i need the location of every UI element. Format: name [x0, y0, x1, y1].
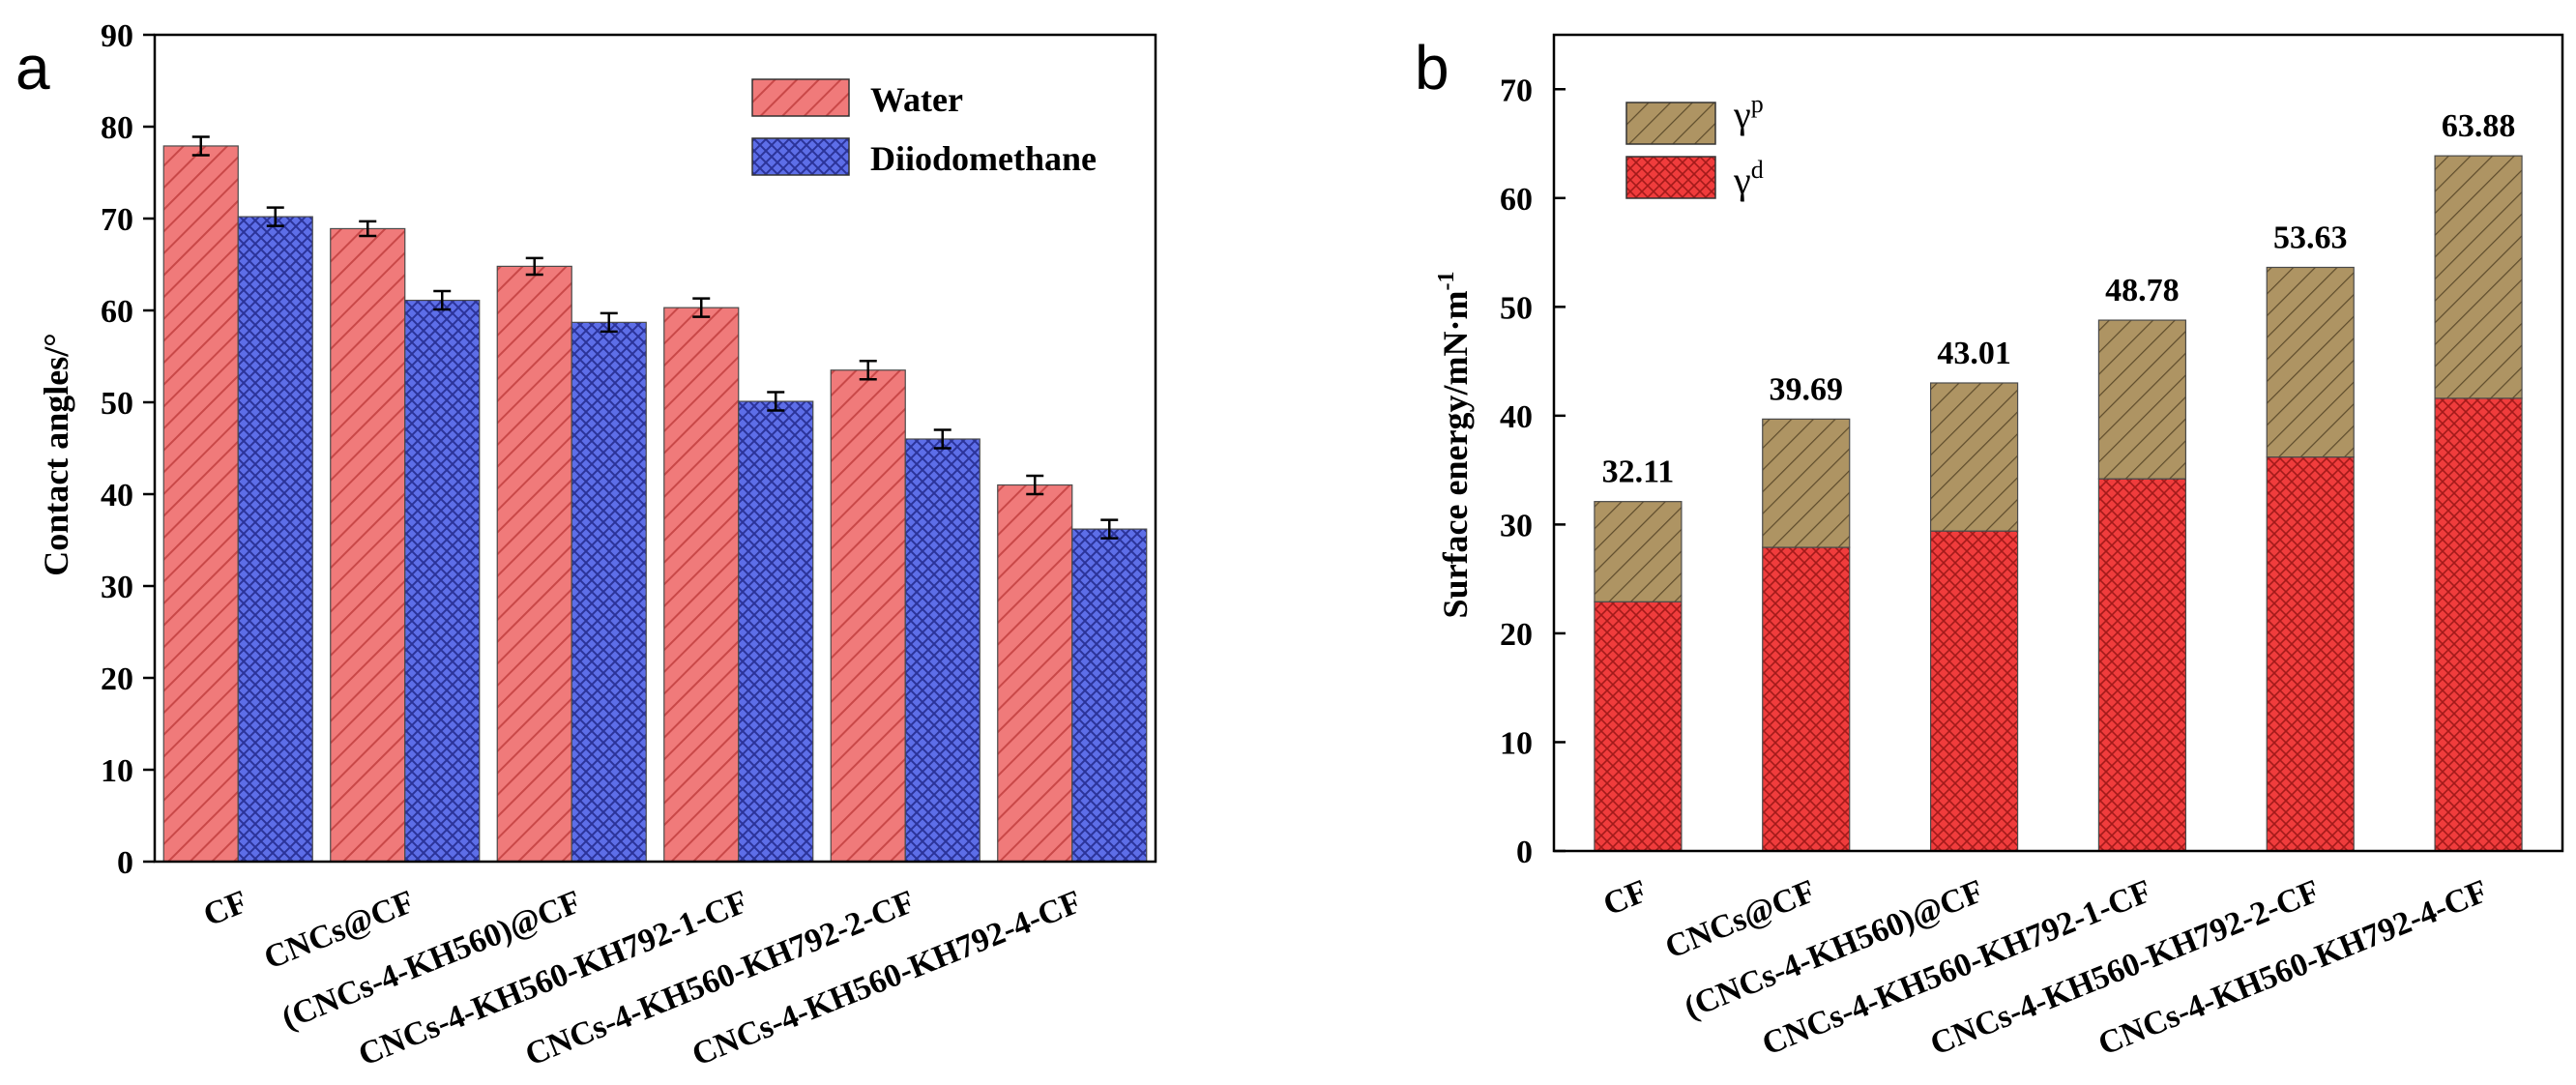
bar-gamma-d [2266, 456, 2355, 852]
y-tick-label: 50 [101, 386, 133, 422]
panel-b-legend: γp γd [1625, 90, 1764, 202]
y-tick-label: 70 [1500, 73, 1533, 108]
total-value-label: 63.88 [2442, 108, 2516, 144]
panel-a-y-axis-title: Contact angles/° [37, 333, 75, 575]
panel-b-bars: 32.11 39.69 43.01 48.78 53.63 63.88 [1594, 108, 2523, 852]
total-value-label: 48.78 [2105, 273, 2180, 308]
bar-diiodomethane [404, 299, 481, 863]
bar-water [830, 369, 906, 863]
legend-gamma-p-label: γp [1733, 90, 1764, 136]
panel-b-x-tick-labels: CF CNCs@CF(CNCs-4-KH560)@CFCNCs-4-KH560-K… [1598, 873, 2493, 1063]
panel-b-plot-frame [1552, 33, 2564, 853]
y-tick-label: 20 [101, 661, 133, 697]
bar-gamma-d [1594, 601, 1683, 852]
y-tick-label: 30 [1500, 508, 1533, 543]
bar-diiodomethane [237, 216, 313, 863]
panel-a-bars [162, 135, 1148, 863]
bar-gamma-d [2097, 478, 2187, 852]
bar-water [997, 484, 1073, 863]
y-tick-label: 10 [1500, 725, 1533, 761]
bar-gamma-p [1929, 382, 2019, 532]
bar-gamma-p [2266, 266, 2355, 458]
panel-a-x-tick-labels: CF CNCs@CF(CNCs-4-KH560)@CFCNCs-4-KH560-K… [198, 884, 1086, 1073]
legend-gamma-p-swatch [1625, 102, 1716, 145]
panel-a-plot-frame [153, 33, 1157, 864]
x-tick-label: CF [1598, 873, 1653, 923]
panel-b-y-ticks: 0 10 20 30 40 50 60 70 [1500, 73, 1566, 870]
y-tick-label: 30 [101, 570, 133, 605]
bar-water [496, 265, 572, 863]
panel-b-y-axis-title: Surface energy/mN·m-1 [1434, 272, 1475, 619]
bar-diiodomethane [904, 438, 981, 863]
total-value-label: 39.69 [1770, 371, 1844, 407]
y-tick-label: 10 [101, 753, 133, 789]
bar-gamma-p [2097, 319, 2187, 480]
panel-b: b Surface energy/mN·m-1 010203040506070 … [1415, 33, 2564, 1063]
y-tick-label: 0 [1516, 835, 1533, 870]
bar-gamma-d [1929, 530, 2019, 852]
bar-gamma-p [2434, 155, 2523, 399]
bar-gamma-d [1762, 546, 1851, 852]
total-value-label: 43.01 [1937, 336, 2011, 371]
y-tick-label: 20 [1500, 617, 1533, 653]
bar-water [162, 145, 239, 863]
panel-a-legend: Water Diiodomethane [751, 78, 1097, 178]
total-value-label: 32.11 [1602, 455, 1675, 490]
legend-gamma-d-label: γd [1733, 156, 1764, 202]
y-tick-label: 40 [1500, 399, 1533, 435]
y-tick-label: 60 [1500, 182, 1533, 218]
panel-b-label: b [1415, 33, 1449, 103]
legend-diiodomethane-swatch [751, 137, 850, 176]
x-tick-label: CF [198, 884, 252, 933]
y-tick-label: 70 [101, 202, 133, 238]
bar-water [330, 227, 406, 863]
bar-gamma-d [2434, 397, 2523, 852]
legend-water-swatch [751, 78, 850, 117]
panel-a-y-ticks: 0 10 20 30 40 50 60 70 80 90 [101, 18, 155, 881]
y-tick-label: 40 [101, 478, 133, 513]
legend-gamma-d-swatch [1625, 156, 1716, 199]
total-value-label: 53.63 [2273, 220, 2348, 255]
legend-diiodomethane-label: Diiodomethane [870, 139, 1097, 178]
bar-gamma-p [1762, 418, 1851, 548]
y-tick-label: 60 [101, 294, 133, 330]
panel-a-label: a [15, 33, 50, 103]
y-tick-label: 90 [101, 18, 133, 54]
bar-diiodomethane [738, 400, 814, 863]
y-tick-label: 0 [117, 845, 133, 881]
legend-water-label: Water [870, 80, 963, 119]
bar-gamma-p [1594, 501, 1683, 602]
y-tick-label: 50 [1500, 290, 1533, 326]
bar-diiodomethane [571, 321, 647, 863]
bar-diiodomethane [1071, 528, 1148, 863]
bar-water [663, 307, 740, 863]
y-tick-label: 80 [101, 110, 133, 146]
panel-a: a Contact angles/° 0 10 20 30 40 50 60 70 80 90 C… [15, 18, 1157, 1073]
